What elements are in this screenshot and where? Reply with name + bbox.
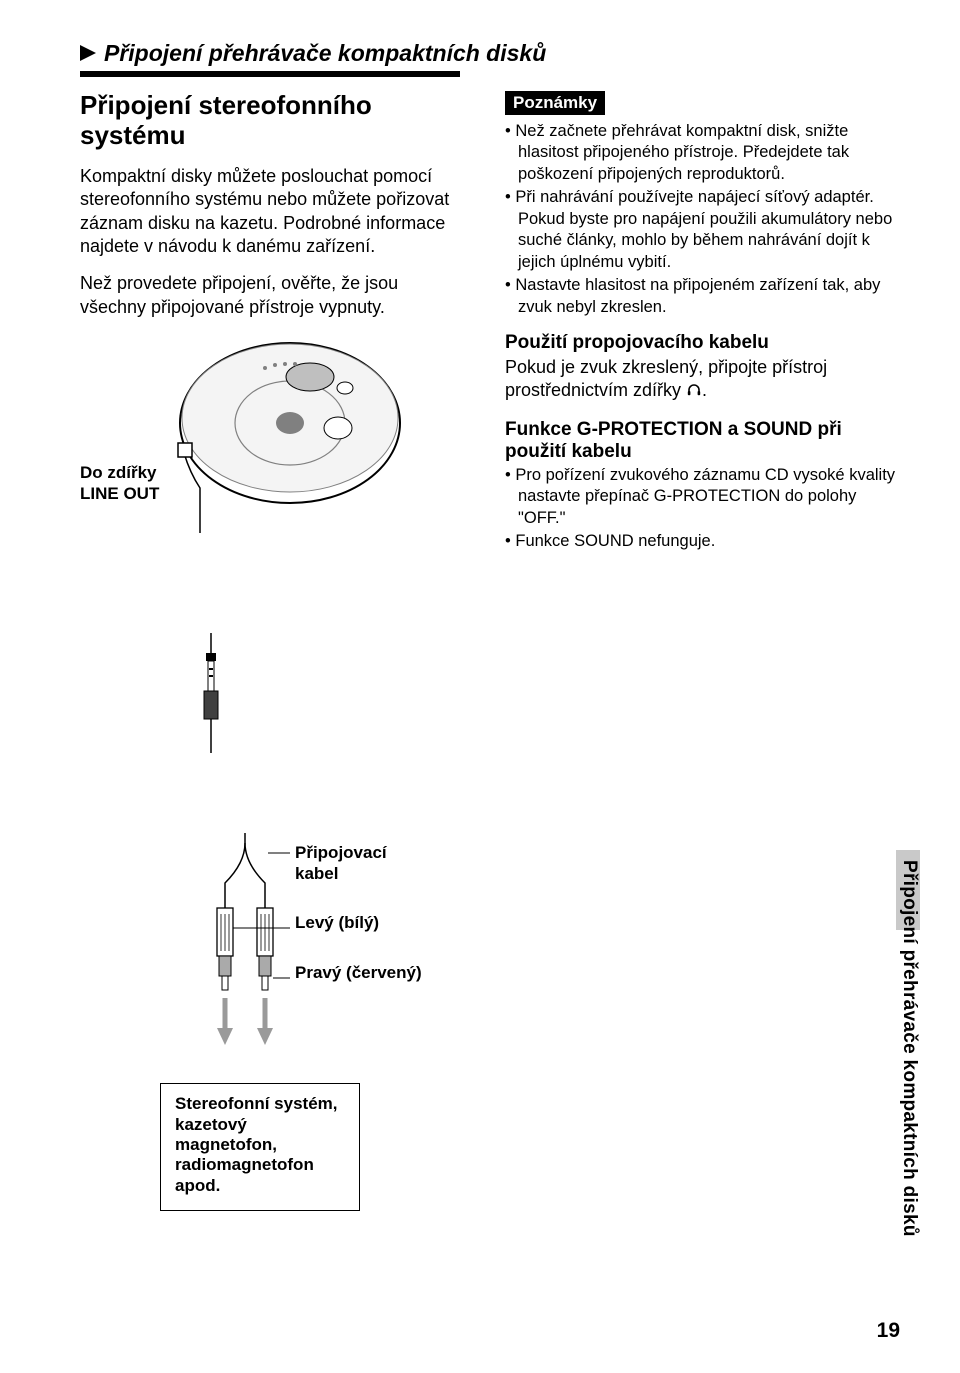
cd-player-illustration [170,333,410,538]
gprotection-title: Funkce G-PROTECTION a SOUND při použití … [505,419,900,463]
stereo-system-text: Stereofonní systém, kazetový magnetofon,… [175,1094,345,1196]
lineout-label-2: LINE OUT [80,484,159,503]
note-item: Než začnete přehrávat kompaktní disk, sn… [505,121,900,185]
gprotection-list: Pro pořízení zvukového záznamu CD vysoké… [505,465,900,553]
vertical-section-label: Připojení přehrávače kompaktních disků [898,860,920,1280]
stereo-system-box: Stereofonní systém, kazetový magnetofon,… [160,1083,360,1211]
lineout-label-1: Do zdířky [80,463,157,482]
notes-badge: Poznámky [505,91,605,115]
section-header: Připojení přehrávače kompaktních disků [80,40,900,67]
left-column: Připojení stereofonního systému Kompaktn… [80,91,465,753]
intro-paragraph: Kompaktní disky můžete poslouchat pomocí… [80,165,465,259]
thick-rule [80,71,460,77]
warning-paragraph: Než provedete připojení, ověřte, že jsou… [80,272,465,319]
lineout-label: Do zdířky LINE OUT [80,463,159,504]
use-cable-text-span: Pokud je zvuk zkreslený, připojte přístr… [505,357,827,400]
cable-label-pripoj-1: Připojovací [295,843,387,862]
cd-player-diagram: Do zdířky LINE OUT [80,333,465,753]
triangle-icon [80,40,96,67]
cable-label-levy: Levý (bílý) [295,913,379,933]
cable-label-pripojovaci: Připojovací kabel [295,843,387,884]
section-header-text: Připojení přehrávače kompaktních disků [104,40,546,67]
notes-list: Než začnete přehrávat kompaktní disk, sn… [505,121,900,318]
note-item: Při nahrávání používejte napájecí síťový… [505,187,900,273]
note-item: Nastavte hlasitost na připojeném zařízen… [505,275,900,318]
use-cable-title: Použití propojovacího kabelu [505,332,900,354]
subtitle: Připojení stereofonního systému [80,91,465,151]
headphone-icon [686,381,702,400]
right-column: Poznámky Než začnete přehrávat kompaktní… [505,91,900,753]
page-number: 19 [877,1319,900,1343]
gprotection-item: Funkce SOUND nefunguje. [505,531,900,552]
rca-cable-diagram: Připojovací kabel Levý (bílý) Pravý (čer… [80,833,900,1233]
cable-label-pravy: Pravý (červený) [295,963,422,983]
jack-plug-illustration [196,633,226,758]
gprotection-item: Pro pořízení zvukového záznamu CD vysoké… [505,465,900,529]
rca-plugs-illustration [190,833,300,1118]
cable-label-pripoj-2: kabel [295,864,338,883]
use-cable-text: Pokud je zvuk zkreslený, připojte přístr… [505,356,900,403]
